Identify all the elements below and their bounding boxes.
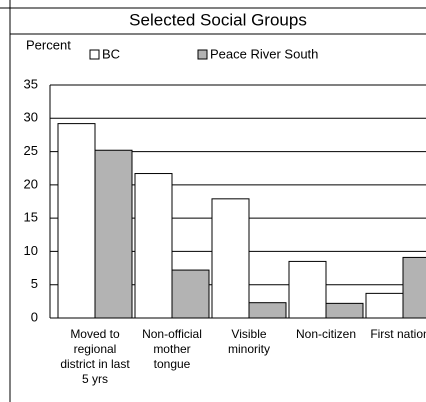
x-tick-label: Non-citizen — [295, 327, 357, 341]
legend-swatch — [89, 49, 100, 60]
chart-title: Selected Social Groups — [129, 10, 307, 29]
y-tick-label: 25 — [24, 143, 38, 158]
bar — [57, 123, 96, 319]
y-tick-label: 30 — [24, 110, 38, 125]
legend-label: Peace River South — [210, 46, 318, 61]
legend-label: BC — [102, 46, 120, 61]
bar — [248, 302, 287, 319]
legend-swatch — [197, 49, 208, 60]
y-tick-label: 10 — [24, 243, 38, 258]
y-tick-label: 35 — [24, 76, 38, 91]
y-tick-label: 15 — [24, 210, 38, 225]
bar — [402, 256, 426, 319]
bar — [171, 269, 210, 319]
bar — [325, 302, 364, 319]
x-tick-label: Non-official mother tongue — [142, 327, 202, 371]
bar — [211, 198, 250, 319]
y-tick-label: 20 — [24, 176, 38, 191]
bar — [288, 260, 327, 319]
bar — [365, 292, 404, 319]
y-tick-label: 0 — [31, 309, 38, 324]
x-tick-label: Moved to regional district in last 5 yrs — [60, 327, 130, 386]
x-tick-label: Visible minority — [227, 327, 270, 356]
y-tick-label: 5 — [31, 276, 38, 291]
bar — [94, 149, 133, 319]
x-tick-label: First nations — [370, 327, 426, 341]
y-axis-label: Percent — [26, 37, 71, 52]
bar — [134, 173, 173, 319]
